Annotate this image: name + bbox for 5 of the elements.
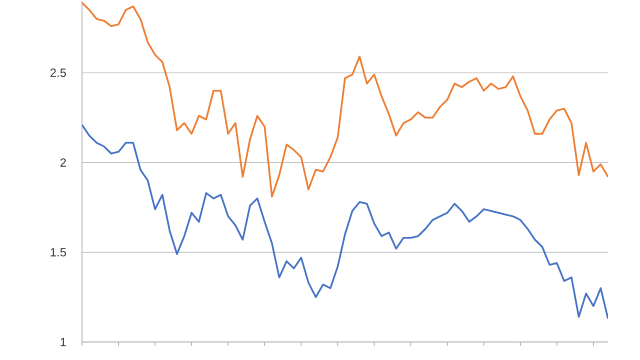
y-tick-label: 1.5 [50,248,66,256]
y-tick-label: 1 [60,338,66,346]
y-tick-label: 2 [60,158,66,167]
y-tick-label: 2.5 [50,68,66,78]
line-series [82,2,608,198]
